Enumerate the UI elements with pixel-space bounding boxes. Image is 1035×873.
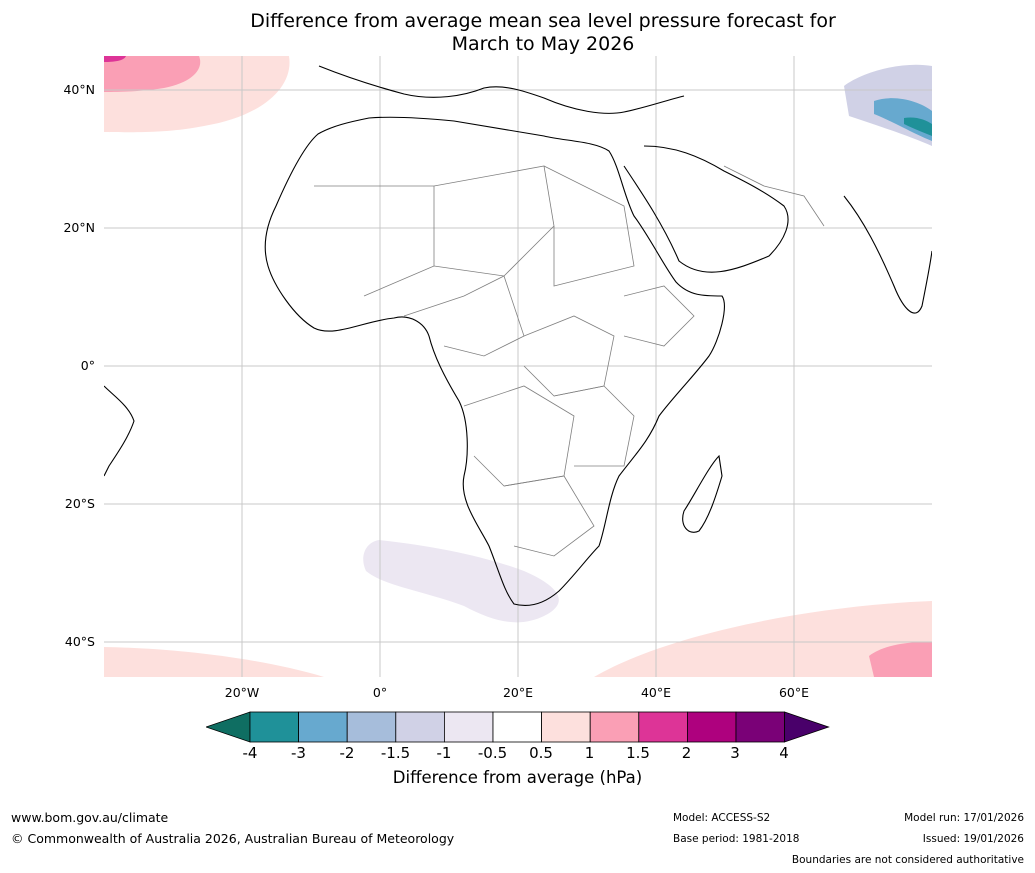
- lat-label-40n: 40°N: [63, 82, 95, 97]
- colour-bar: [206, 711, 830, 743]
- colour-bar-segment: [298, 711, 348, 743]
- tick-4: 4: [779, 744, 789, 762]
- colour-bar-segment: [249, 711, 299, 743]
- lon-label-20e: 20°E: [502, 685, 534, 700]
- map-title: Difference from average mean sea level p…: [0, 10, 1035, 56]
- map-area[interactable]: [104, 56, 932, 677]
- anomaly-region-southeast-strong: [869, 641, 932, 677]
- tick-minus-0-5: -0.5: [477, 744, 508, 762]
- anomaly-region-himalaya-strong: [874, 98, 932, 141]
- colour-bar-segment: [735, 711, 785, 743]
- lat-label-0: 0°: [80, 358, 95, 373]
- lon-label-0: 0°: [372, 685, 388, 700]
- lon-label-40e: 40°E: [640, 685, 672, 700]
- lat-label-40s: 40°S: [64, 634, 95, 649]
- country-borders: [314, 165, 825, 557]
- tick-minus-2: -2: [339, 744, 355, 762]
- tick-1-5: 1.5: [626, 744, 650, 762]
- tick-minus-1-5: -1.5: [380, 744, 411, 762]
- lat-label-20s: 20°S: [64, 496, 95, 511]
- tick-2: 2: [681, 744, 692, 762]
- footer-model-run: Model run: 17/01/2026: [904, 812, 1024, 824]
- madagascar-coastline: [682, 454, 723, 533]
- colour-bar-min-arrow: [206, 711, 251, 743]
- tick-1: 1: [584, 744, 595, 762]
- tick-0-5: 0.5: [529, 744, 553, 762]
- coastlines: [104, 65, 932, 607]
- colour-bar-max-arrow: [784, 711, 830, 743]
- footer-model: Model: ACCESS-S2: [673, 812, 771, 824]
- tick-3: 3: [730, 744, 740, 762]
- colour-bar-segment: [638, 711, 688, 743]
- footer-copyright: © Commonwealth of Australia 2026, Austra…: [11, 831, 455, 846]
- colour-bar-segment: [589, 711, 640, 743]
- lon-label-60e: 60°E: [778, 685, 810, 700]
- lon-label-20w: 20°W: [224, 685, 260, 700]
- anomaly-region-northwest-core: [104, 56, 126, 62]
- colour-bar-title: Difference from average (hPa): [392, 768, 643, 787]
- tick-minus-1: -1: [436, 744, 452, 762]
- india-coastline: [843, 195, 932, 314]
- south-america-coastline: [104, 385, 135, 477]
- title-line-1: Difference from average mean sea level p…: [250, 10, 836, 32]
- colour-bar-segment: [346, 711, 397, 743]
- anomaly-region-himalaya-core: [904, 117, 932, 136]
- africa-coastline: [264, 116, 725, 607]
- colour-bar-segment: [395, 711, 445, 743]
- anomaly-region-southeast: [594, 601, 932, 677]
- footer-base-period: Base period: 1981-2018: [673, 833, 800, 845]
- tick-minus-3: -3: [291, 744, 306, 762]
- footer-issued: Issued: 19/01/2026: [922, 833, 1024, 845]
- pressure-anomaly-map: [104, 56, 932, 677]
- tick-minus-4: -4: [242, 744, 258, 762]
- title-line-2: March to May 2026: [451, 33, 635, 55]
- colour-bar-segment: [443, 711, 494, 743]
- anomaly-region-southwest: [104, 647, 324, 677]
- footer-disclaimer: Boundaries are not considered authoritat…: [791, 854, 1024, 866]
- europe-coastline: [318, 65, 685, 114]
- colour-bar-segment: [686, 711, 737, 743]
- colour-bar-segment: [541, 711, 591, 743]
- lat-label-20n: 20°N: [63, 220, 95, 235]
- anomaly-region-northwest-strong: [104, 56, 201, 92]
- footer-website[interactable]: www.bom.gov.au/climate: [11, 810, 169, 825]
- colour-bar-segment: [492, 711, 542, 743]
- anomaly-region-southern-africa: [363, 540, 559, 623]
- arabia-coastline: [623, 145, 789, 273]
